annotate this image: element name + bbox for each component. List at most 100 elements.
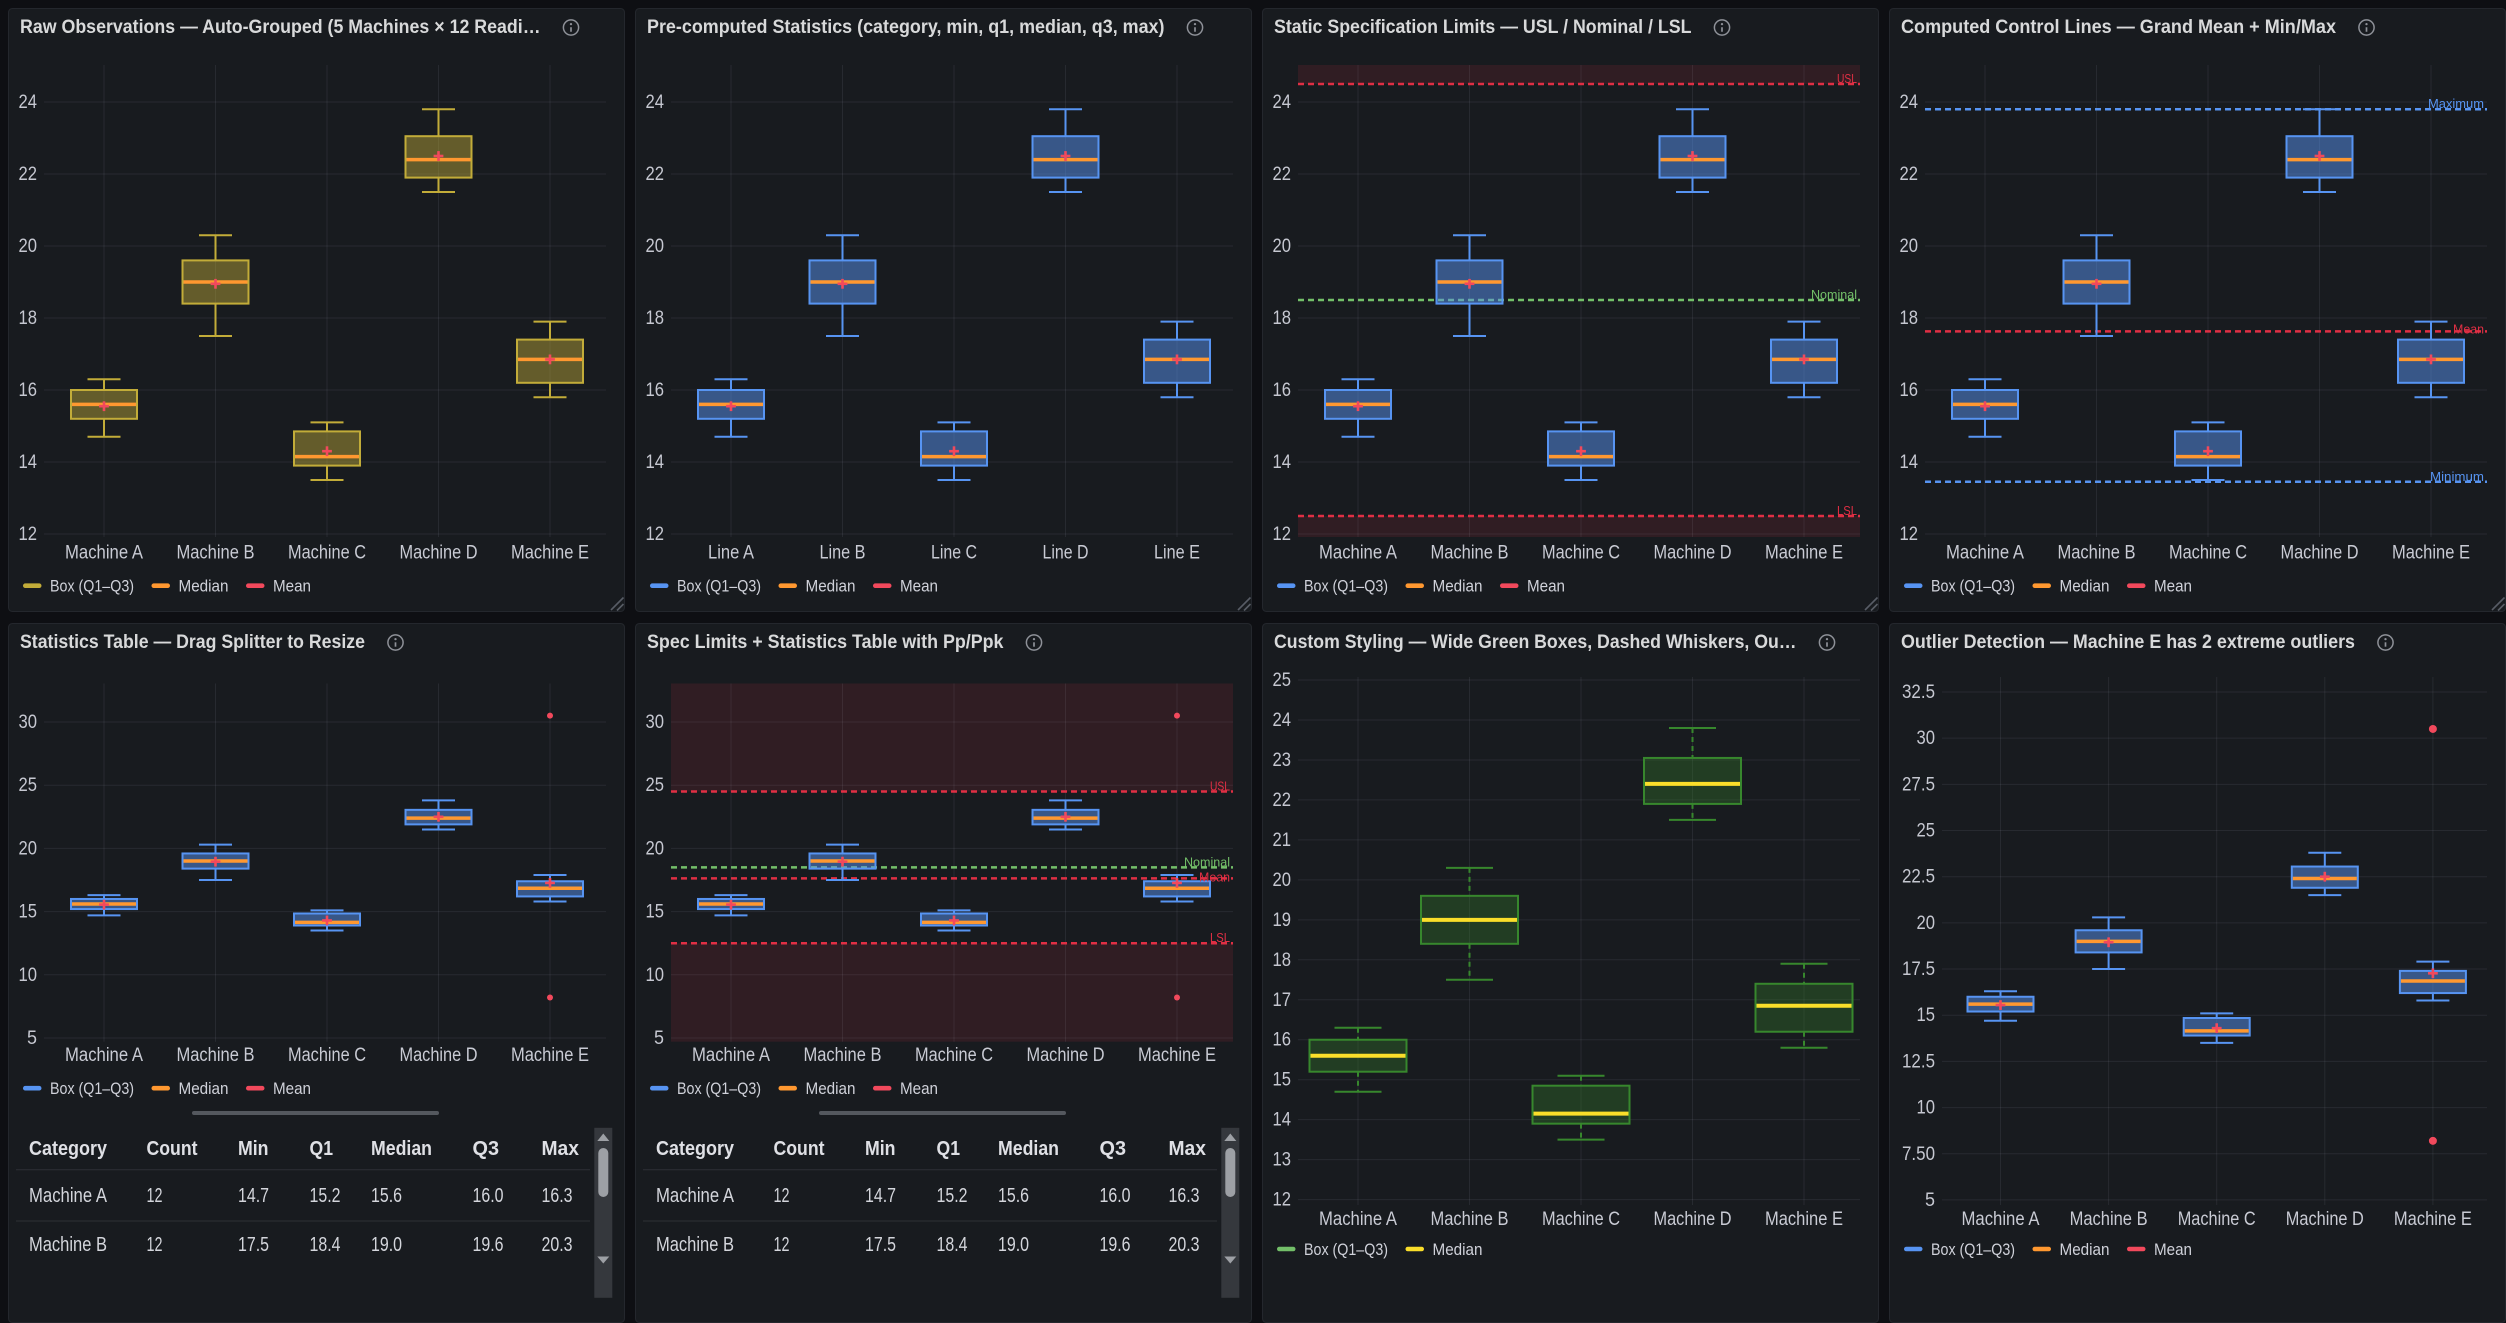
svg-text:Machine A: Machine A (1319, 1209, 1397, 1230)
svg-text:20: 20 (1273, 870, 1292, 891)
svg-text:18: 18 (1273, 308, 1292, 329)
svg-text:24: 24 (646, 92, 665, 113)
svg-text:Machine B: Machine B (2058, 543, 2136, 564)
svg-text:Median: Median (2060, 1240, 2110, 1259)
svg-text:Box (Q1–Q3): Box (Q1–Q3) (1931, 1240, 2015, 1259)
svg-text:13: 13 (1273, 1150, 1292, 1171)
svg-text:Max: Max (542, 1138, 580, 1160)
svg-text:14.7: 14.7 (238, 1185, 269, 1207)
svg-text:Median: Median (371, 1138, 432, 1160)
svg-text:20: 20 (19, 236, 38, 257)
svg-text:Median: Median (998, 1138, 1059, 1160)
svg-text:18: 18 (19, 308, 38, 329)
svg-text:16: 16 (1900, 380, 1919, 401)
svg-text:Maximum: Maximum (2428, 96, 2484, 111)
svg-text:16: 16 (1273, 1030, 1292, 1051)
svg-text:Q3: Q3 (1100, 1138, 1127, 1160)
svg-text:Median: Median (806, 1079, 856, 1098)
svg-text:Mean: Mean (1199, 869, 1230, 884)
svg-text:12: 12 (1900, 524, 1919, 545)
svg-text:18: 18 (1900, 308, 1919, 329)
svg-text:Mean: Mean (900, 577, 938, 596)
svg-text:Machine B: Machine B (656, 1234, 734, 1256)
svg-text:30: 30 (646, 712, 665, 733)
svg-text:12: 12 (774, 1185, 790, 1207)
svg-text:17.5: 17.5 (238, 1234, 269, 1256)
svg-text:Min: Min (238, 1138, 269, 1160)
svg-text:Machine B: Machine B (1431, 1209, 1509, 1230)
svg-text:14: 14 (1273, 452, 1292, 473)
svg-text:20: 20 (1917, 913, 1936, 934)
svg-text:Line E: Line E (1154, 543, 1200, 564)
svg-text:22.5: 22.5 (1902, 867, 1935, 888)
svg-text:Box (Q1–Q3): Box (Q1–Q3) (1304, 1240, 1388, 1259)
svg-text:12: 12 (646, 524, 665, 545)
svg-text:17.5: 17.5 (865, 1234, 896, 1256)
svg-text:22: 22 (1900, 164, 1919, 185)
svg-text:Count: Count (147, 1138, 198, 1160)
svg-text:12: 12 (19, 524, 38, 545)
svg-text:Line D: Line D (1043, 543, 1089, 564)
svg-text:USL: USL (1210, 779, 1230, 794)
svg-text:15.6: 15.6 (998, 1185, 1029, 1207)
svg-text:Machine E: Machine E (1765, 1209, 1843, 1230)
svg-text:Q3: Q3 (473, 1138, 500, 1160)
svg-text:14.7: 14.7 (865, 1185, 896, 1207)
svg-text:22: 22 (646, 164, 665, 185)
svg-text:Custom Styling — Wide Green Bo: Custom Styling — Wide Green Boxes, Dashe… (1274, 632, 1797, 653)
svg-text:5: 5 (1925, 1190, 1935, 1211)
svg-text:16: 16 (646, 380, 665, 401)
svg-text:17.5: 17.5 (1902, 959, 1935, 980)
svg-text:Mean: Mean (2154, 1240, 2192, 1259)
svg-text:Machine D: Machine D (2281, 543, 2359, 564)
svg-text:Machine D: Machine D (1654, 1209, 1732, 1230)
svg-text:Machine E: Machine E (511, 1045, 589, 1066)
svg-text:Machine E: Machine E (1138, 1045, 1216, 1066)
svg-text:18: 18 (646, 308, 665, 329)
svg-text:16: 16 (19, 380, 38, 401)
svg-text:Machine E: Machine E (1765, 543, 1843, 564)
svg-text:Machine B: Machine B (1431, 543, 1509, 564)
svg-text:Machine B: Machine B (2070, 1209, 2148, 1230)
svg-text:15: 15 (19, 902, 38, 923)
svg-text:Mean: Mean (273, 577, 311, 596)
svg-text:16.3: 16.3 (542, 1185, 573, 1207)
svg-text:Machine E: Machine E (511, 543, 589, 564)
svg-text:USL: USL (1837, 71, 1857, 86)
svg-text:16.3: 16.3 (1169, 1185, 1200, 1207)
svg-text:Machine A: Machine A (65, 1045, 143, 1066)
svg-text:20: 20 (19, 838, 38, 859)
svg-text:15.6: 15.6 (371, 1185, 402, 1207)
svg-text:Machine C: Machine C (1542, 1209, 1620, 1230)
svg-text:Machine C: Machine C (288, 543, 366, 564)
svg-text:20: 20 (1273, 236, 1292, 257)
svg-text:30: 30 (19, 712, 38, 733)
svg-text:18.4: 18.4 (937, 1234, 968, 1256)
svg-text:16.0: 16.0 (1100, 1185, 1131, 1207)
svg-text:21: 21 (1273, 830, 1292, 851)
svg-text:Machine C: Machine C (1542, 543, 1620, 564)
svg-text:12: 12 (774, 1234, 790, 1256)
svg-text:Machine A: Machine A (1319, 543, 1397, 564)
svg-text:10: 10 (646, 965, 665, 986)
svg-text:Box (Q1–Q3): Box (Q1–Q3) (50, 1079, 134, 1098)
svg-text:Machine A: Machine A (65, 543, 143, 564)
svg-text:Minimum: Minimum (2430, 469, 2484, 484)
svg-text:22: 22 (19, 164, 38, 185)
svg-text:19.0: 19.0 (371, 1234, 402, 1256)
svg-text:19.6: 19.6 (473, 1234, 504, 1256)
svg-text:Computed Control Lines — Grand: Computed Control Lines — Grand Mean + Mi… (1901, 17, 2336, 38)
svg-text:Box (Q1–Q3): Box (Q1–Q3) (1304, 577, 1388, 596)
svg-text:Outlier Detection — Machine E: Outlier Detection — Machine E has 2 extr… (1901, 632, 2355, 653)
svg-text:15.2: 15.2 (937, 1185, 968, 1207)
svg-text:5: 5 (27, 1028, 37, 1049)
svg-text:15: 15 (646, 902, 665, 923)
svg-text:Machine D: Machine D (1027, 1045, 1105, 1066)
svg-text:12: 12 (1273, 524, 1292, 545)
svg-text:Machine A: Machine A (692, 1045, 770, 1066)
svg-text:Median: Median (179, 1079, 229, 1098)
svg-text:12: 12 (1273, 1190, 1292, 1211)
svg-text:Category: Category (29, 1138, 108, 1160)
svg-text:Median: Median (806, 577, 856, 596)
svg-text:5: 5 (654, 1028, 664, 1049)
